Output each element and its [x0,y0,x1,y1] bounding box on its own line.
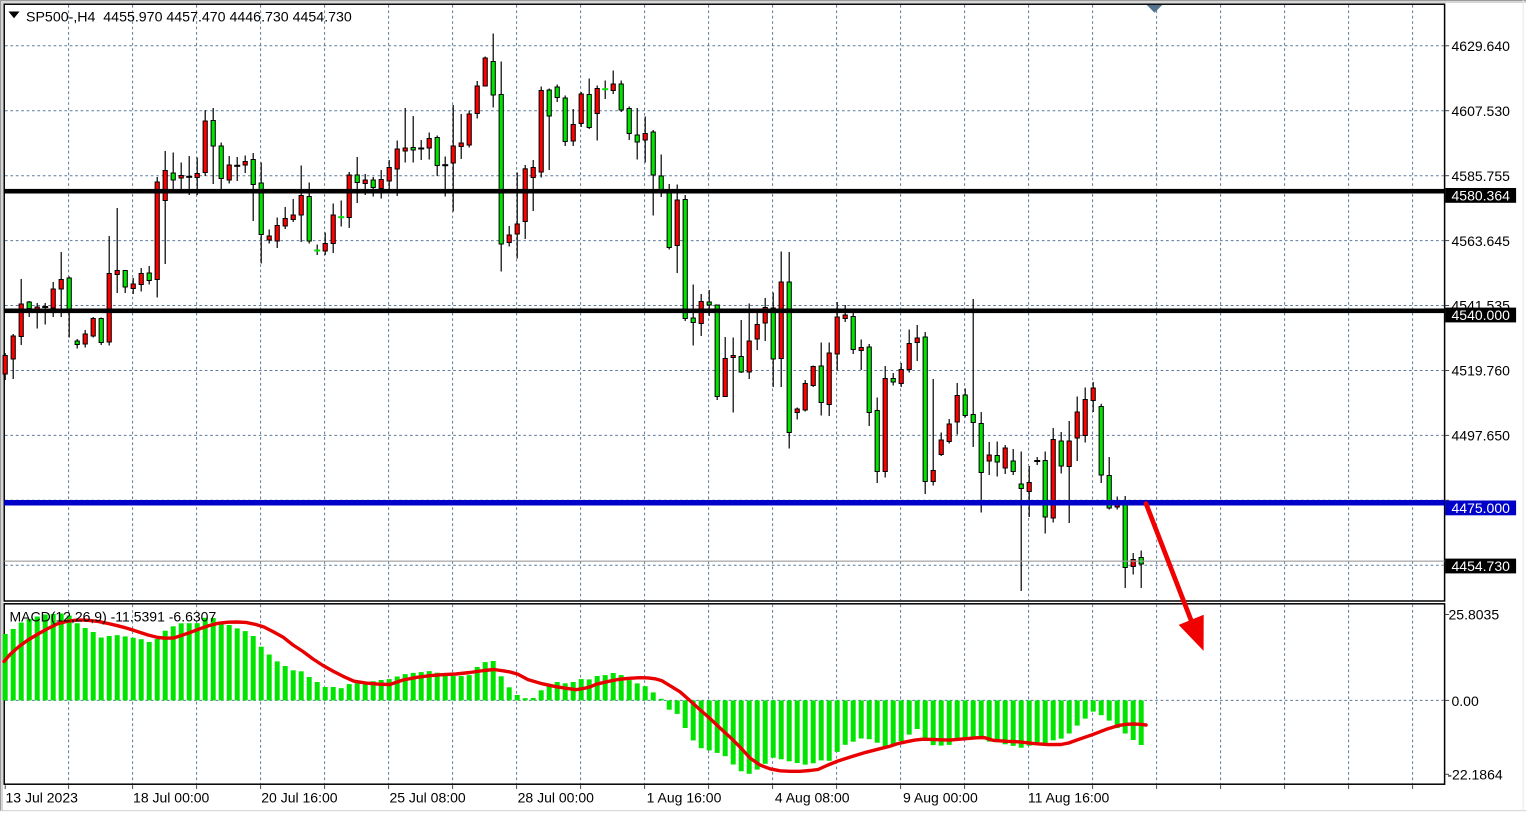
svg-text:4585.755: 4585.755 [1452,168,1511,184]
svg-text:13 Jul 2023: 13 Jul 2023 [6,790,79,806]
svg-text:11 Aug 16:00: 11 Aug 16:00 [1028,790,1110,806]
svg-text:-22.1864: -22.1864 [1447,766,1502,782]
svg-text:20 Jul 16:00: 20 Jul 16:00 [261,790,337,806]
svg-text:MACD(12,26,9) -11.5391 -6.6307: MACD(12,26,9) -11.5391 -6.6307 [10,608,217,624]
svg-text:0.00: 0.00 [1452,693,1479,709]
svg-text:4540.000: 4540.000 [1452,307,1511,323]
svg-text:4 Aug 08:00: 4 Aug 08:00 [775,790,850,806]
svg-text:4454.730: 4454.730 [1452,558,1511,574]
svg-text:18 Jul 00:00: 18 Jul 00:00 [133,790,209,806]
svg-text:SP500-,H4 4455.970 4457.470 4: SP500-,H4 4455.970 4457.470 4446.730 445… [26,9,352,25]
svg-text:4629.640: 4629.640 [1452,38,1511,54]
svg-text:9 Aug 00:00: 9 Aug 00:00 [903,790,978,806]
svg-text:4563.645: 4563.645 [1452,233,1511,249]
svg-text:25.8035: 25.8035 [1449,607,1500,623]
svg-text:4519.760: 4519.760 [1452,363,1511,379]
svg-text:4497.650: 4497.650 [1452,428,1511,444]
svg-text:25 Jul 08:00: 25 Jul 08:00 [389,790,465,806]
svg-text:28 Jul 00:00: 28 Jul 00:00 [518,790,594,806]
svg-text:4607.530: 4607.530 [1452,103,1511,119]
svg-text:4580.364: 4580.364 [1452,187,1511,203]
svg-text:1 Aug 16:00: 1 Aug 16:00 [647,790,722,806]
svg-text:4475.000: 4475.000 [1452,500,1511,516]
